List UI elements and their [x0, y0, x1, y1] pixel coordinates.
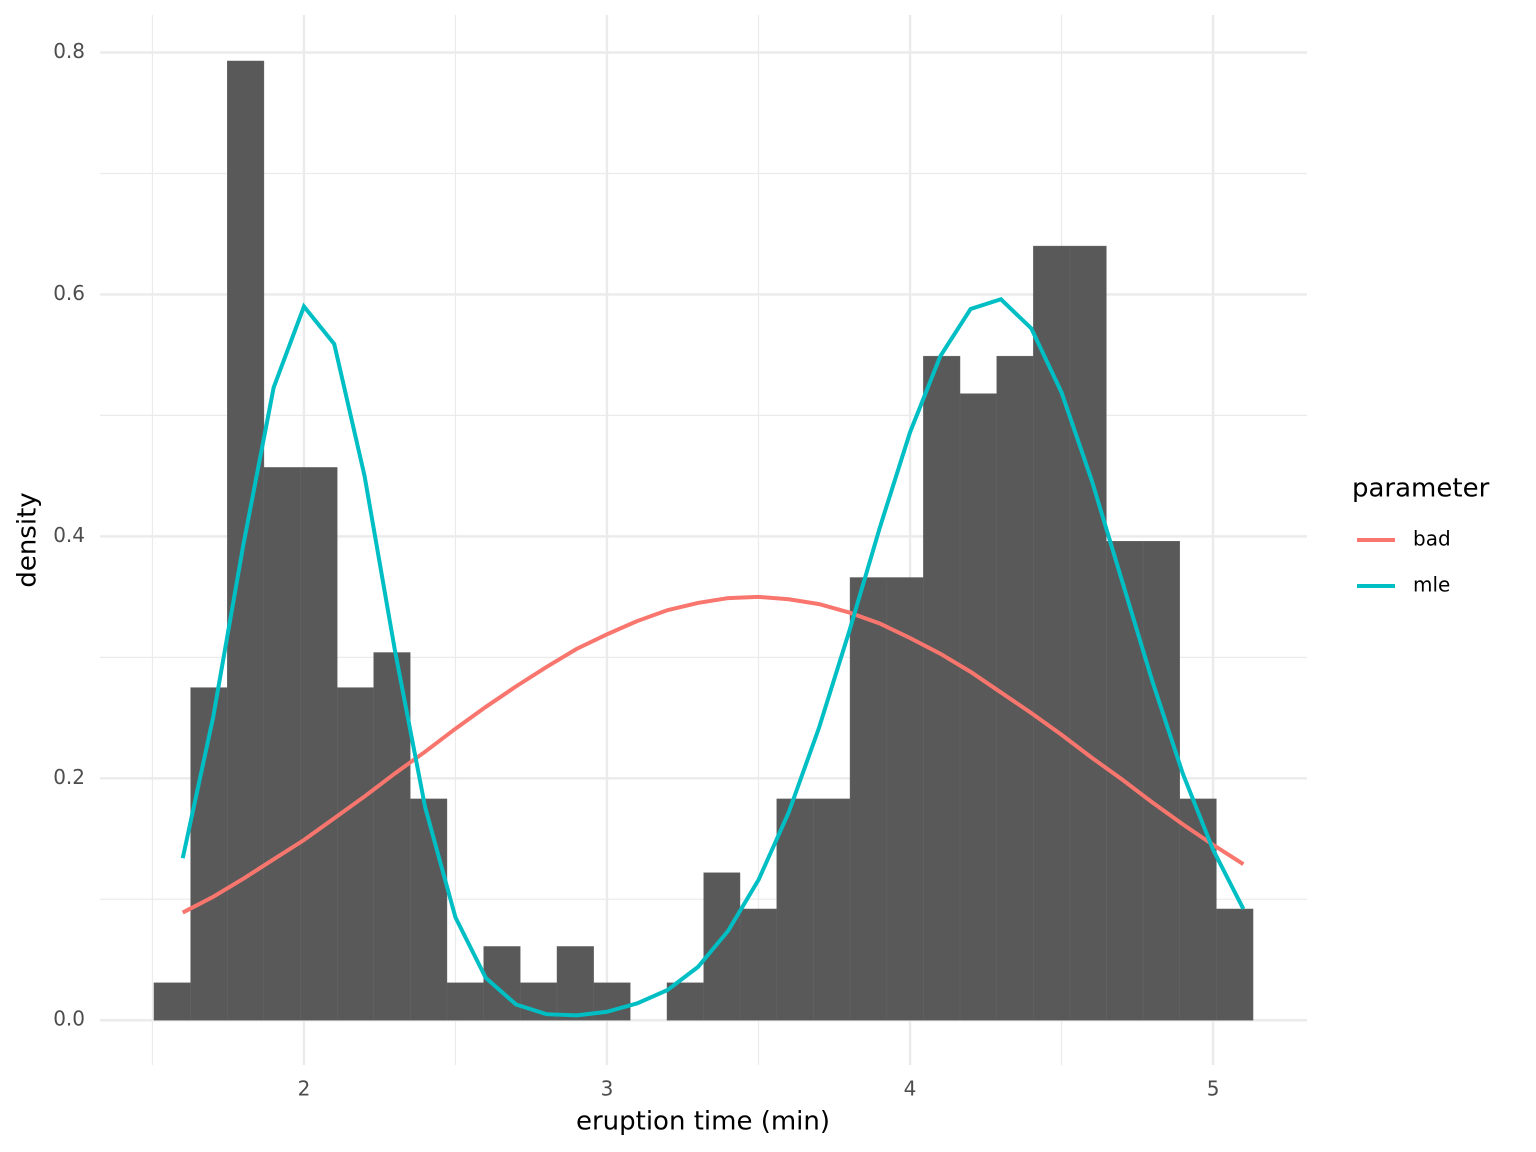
y-axis-title: density	[13, 492, 43, 587]
legend-title: parameter	[1352, 474, 1490, 504]
bar	[739, 908, 777, 1021]
bar	[666, 982, 704, 1021]
legend: bad mle	[1357, 527, 1451, 597]
bar	[813, 798, 851, 1021]
bar	[849, 577, 887, 1021]
density-line	[180, 297, 1246, 1018]
density-line	[181, 594, 1245, 915]
bar	[703, 872, 741, 1021]
bar	[373, 652, 411, 1021]
bar	[1216, 908, 1254, 1021]
bar	[1033, 245, 1071, 1021]
bar	[1179, 798, 1217, 1021]
legend-label: bad	[1413, 527, 1451, 551]
bar	[1142, 541, 1180, 1021]
x-tick-label: 2	[298, 1077, 311, 1101]
y-tick-label: 0.0	[53, 1007, 85, 1031]
y-tick-label: 0.2	[53, 765, 85, 789]
x-tick-label: 4	[904, 1077, 917, 1101]
bar	[337, 687, 374, 1021]
y-tick-label: 0.8	[53, 39, 85, 63]
x-tick-label: 5	[1207, 1077, 1220, 1101]
bar	[1069, 245, 1107, 1021]
bar	[300, 467, 338, 1021]
y-tick-label: 0.4	[53, 523, 85, 547]
bar	[153, 982, 191, 1021]
y-tick-label: 0.6	[53, 281, 85, 305]
bar	[410, 798, 448, 1021]
bar	[886, 577, 924, 1021]
bar	[959, 393, 997, 1021]
bars	[153, 60, 1254, 1021]
bar	[556, 946, 594, 1021]
x-axis-title: eruption time (min)	[576, 1107, 830, 1137]
bar	[263, 467, 301, 1021]
bar	[446, 982, 484, 1021]
bar	[776, 798, 814, 1021]
lines	[180, 297, 1246, 1018]
x-tick-label: 3	[601, 1077, 614, 1101]
bar	[923, 355, 961, 1021]
legend-label: mle	[1413, 573, 1450, 597]
bar	[996, 355, 1034, 1021]
